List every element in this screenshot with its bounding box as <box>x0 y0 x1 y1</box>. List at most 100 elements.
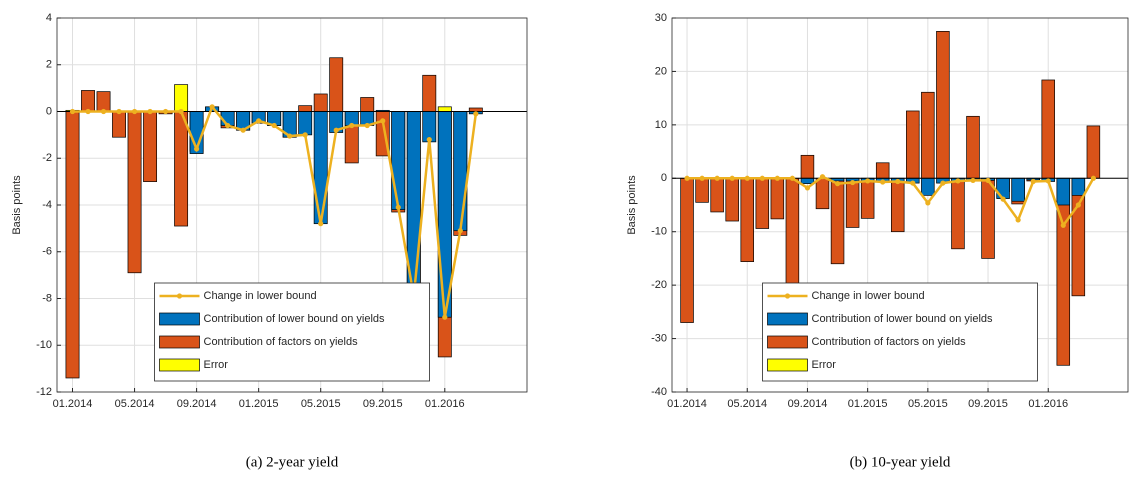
line-marker <box>178 108 184 115</box>
y-tick-label: -8 <box>42 292 52 304</box>
line-marker <box>69 108 76 115</box>
x-tick-label: 01.2016 <box>1028 398 1068 410</box>
bar <box>65 111 80 379</box>
line-marker <box>699 175 705 181</box>
y-tick-label: -2 <box>42 152 52 164</box>
x-tick-label: 09.2014 <box>788 398 828 410</box>
bar <box>329 57 344 112</box>
x-tick-label: 05.2015 <box>908 398 948 410</box>
line-marker <box>473 111 479 117</box>
line-marker <box>162 108 169 115</box>
line-marker <box>940 180 946 186</box>
line-marker <box>684 175 690 181</box>
caption: (b) 10-year yield <box>850 454 951 470</box>
bar <box>174 111 189 227</box>
legend-swatch <box>784 293 791 299</box>
bar <box>391 111 406 211</box>
legend-swatch <box>767 335 808 349</box>
y-tick-label: -20 <box>651 279 667 291</box>
bar <box>143 111 158 182</box>
line-marker <box>209 104 215 110</box>
bar <box>1056 177 1071 366</box>
bar <box>468 107 483 112</box>
legend-label: Error <box>812 359 837 371</box>
bar <box>770 177 785 220</box>
bar <box>890 177 905 233</box>
y-tick-label: -6 <box>42 246 52 258</box>
bar <box>800 177 815 184</box>
line-marker <box>333 127 339 133</box>
y-axis-label: Basis points <box>626 175 638 235</box>
line-marker <box>287 133 293 139</box>
line-marker <box>774 175 780 181</box>
bar <box>1011 177 1025 202</box>
x-tick-label: 01.2015 <box>848 398 888 410</box>
line-marker <box>729 175 735 181</box>
line-marker <box>834 181 841 187</box>
line-marker <box>1030 178 1036 185</box>
line-marker <box>395 204 401 210</box>
bar <box>921 91 935 179</box>
line-marker <box>100 108 107 115</box>
bar <box>695 177 709 203</box>
line-marker <box>910 180 916 186</box>
axes-box <box>671 17 1129 393</box>
bar <box>422 74 437 112</box>
legend-label: Error <box>204 359 229 371</box>
legend-label: Contribution of lower bound on yields <box>204 313 386 325</box>
legend-label: Change in lower bound <box>204 290 317 302</box>
bar <box>360 97 375 112</box>
bar <box>875 162 890 179</box>
line-marker <box>880 179 886 185</box>
y-tick-label: -30 <box>651 332 667 344</box>
line-marker <box>895 178 901 185</box>
y-tick-label: 20 <box>655 65 667 77</box>
y-tick-label: -40 <box>651 386 667 398</box>
y-tick-label: 4 <box>46 12 52 24</box>
x-tick-label: 05.2015 <box>301 398 341 410</box>
bar <box>112 111 126 138</box>
y-tick-label: 0 <box>661 172 667 184</box>
legend-swatch <box>159 312 200 326</box>
y-tick-label: 0 <box>46 105 52 117</box>
legend-label: Change in lower bound <box>812 290 925 302</box>
subplot: -12 -10 -8 -6 -4 -2 0 2 4 01.2014 05.2014 09.2014 01… <box>11 12 528 470</box>
legend-swatch <box>767 312 808 326</box>
line-marker <box>318 221 324 227</box>
x-tick-label: 01.2014 <box>667 398 707 410</box>
bar <box>815 177 830 210</box>
line-marker <box>131 108 138 115</box>
bar <box>830 177 845 265</box>
line-marker <box>364 122 370 129</box>
bar <box>860 177 875 219</box>
y-tick-label: 2 <box>46 59 52 71</box>
x-tick-label: 09.2015 <box>968 398 1008 410</box>
line-marker <box>955 178 961 184</box>
bar <box>1071 177 1086 196</box>
legend-label: Contribution of factors on yields <box>204 336 359 348</box>
legend-swatch <box>159 358 200 372</box>
line-marker <box>349 122 355 129</box>
legend-box <box>762 282 1038 382</box>
legend-box <box>154 282 430 382</box>
subplot: -40 -30 -20 -10 0 10 20 30 01.2014 05.2014 09.2014… <box>626 12 1129 470</box>
bar <box>921 177 935 196</box>
line-marker <box>849 179 856 186</box>
bar <box>906 110 920 179</box>
bar <box>755 177 770 229</box>
y-tick-label: -4 <box>42 199 52 211</box>
line-marker <box>759 175 765 181</box>
line-marker <box>1090 175 1096 181</box>
line-marker <box>116 108 122 115</box>
line-marker <box>457 228 463 234</box>
bar <box>437 106 452 112</box>
line-marker <box>380 118 386 124</box>
bar <box>710 177 724 213</box>
bar <box>313 93 328 112</box>
x-tick-label: 05.2014 <box>115 398 155 410</box>
bar <box>680 177 694 323</box>
bar <box>800 154 815 179</box>
bar <box>127 111 142 274</box>
bar <box>298 111 313 136</box>
